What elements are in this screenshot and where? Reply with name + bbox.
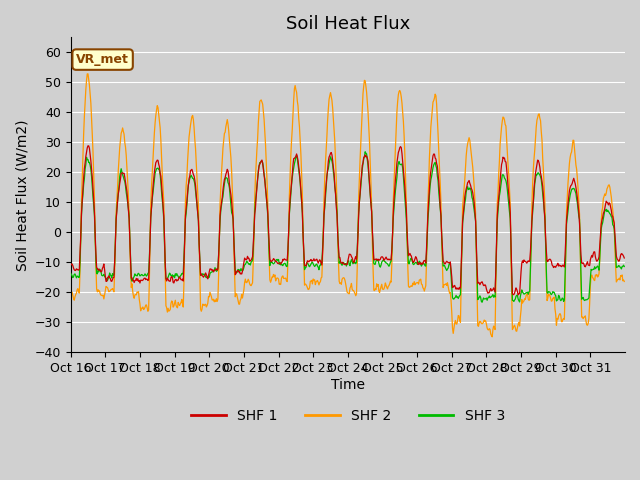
- SHF 3: [405, 261, 413, 267]
- SHF 1: [84, 143, 92, 149]
- SHF 1: [262, 185, 269, 191]
- Line: SHF 1: SHF 1: [70, 146, 624, 295]
- SHF 1: [620, 255, 628, 261]
- SHF 1: [132, 276, 140, 281]
- SHF 3: [282, 262, 289, 268]
- SHF 2: [84, 71, 92, 77]
- SHF 2: [488, 334, 496, 340]
- SHF 1: [515, 292, 522, 298]
- SHF 3: [436, 205, 444, 211]
- X-axis label: Time: Time: [331, 378, 365, 392]
- SHF 3: [478, 300, 486, 305]
- SHF 2: [262, 142, 269, 148]
- SHF 1: [234, 267, 242, 273]
- SHF 2: [283, 278, 291, 284]
- SHF 3: [362, 149, 369, 155]
- Legend: SHF 1, SHF 2, SHF 3: SHF 1, SHF 2, SHF 3: [186, 404, 510, 429]
- Y-axis label: Soil Heat Flux (W/m2): Soil Heat Flux (W/m2): [15, 119, 29, 271]
- SHF 2: [132, 292, 140, 298]
- SHF 3: [261, 176, 269, 182]
- SHF 2: [436, 180, 444, 186]
- SHF 3: [67, 270, 74, 276]
- SHF 2: [620, 278, 628, 284]
- SHF 2: [67, 290, 74, 296]
- SHF 2: [234, 298, 242, 303]
- Line: SHF 3: SHF 3: [70, 152, 624, 302]
- SHF 1: [283, 257, 291, 263]
- SHF 3: [132, 272, 140, 278]
- SHF 2: [405, 285, 413, 290]
- Title: Soil Heat Flux: Soil Heat Flux: [285, 15, 410, 33]
- SHF 1: [405, 252, 413, 258]
- SHF 1: [67, 263, 74, 268]
- SHF 3: [620, 264, 628, 269]
- SHF 3: [234, 269, 241, 275]
- SHF 1: [436, 204, 444, 209]
- Line: SHF 2: SHF 2: [70, 74, 624, 337]
- Text: VR_met: VR_met: [76, 53, 129, 66]
